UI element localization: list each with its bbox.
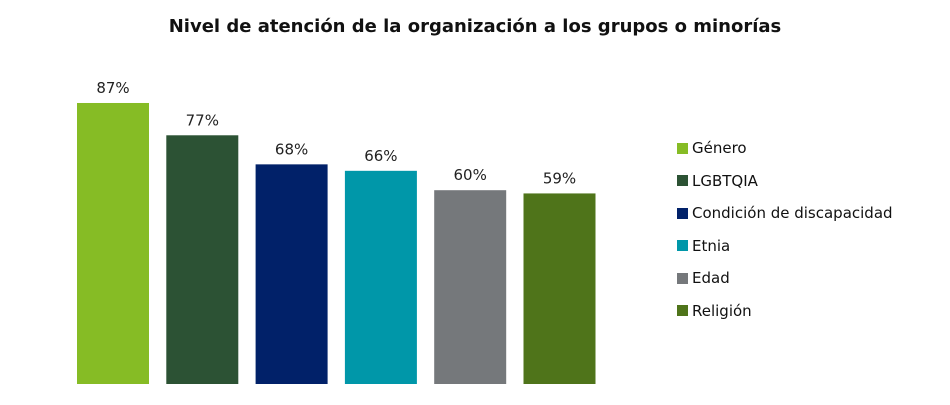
bar-género [77, 102, 149, 385]
legend-label: Etnia [692, 236, 731, 255]
legend-item: Género [677, 132, 893, 165]
legend-item: Religión [677, 295, 893, 328]
data-label: 66% [364, 147, 397, 165]
legend-label: Edad [692, 269, 730, 288]
legend-label: Condición de discapacidad [692, 204, 893, 223]
legend-item: Condición de discapacidad [677, 197, 893, 230]
data-label: 60% [454, 166, 487, 184]
bar-lgbtqia [166, 135, 239, 384]
bar-religión [523, 193, 596, 384]
legend-label: LGBTQIA [692, 171, 758, 190]
legend-item: LGBTQIA [677, 165, 893, 198]
chart-legend: Género LGBTQIA Condición de discapacidad Et… [677, 132, 893, 327]
bar-edad [434, 190, 507, 384]
legend-item: Edad [677, 262, 893, 295]
data-label: 68% [275, 140, 308, 158]
legend-swatch [677, 142, 688, 154]
legend-swatch [677, 305, 688, 317]
legend-swatch [677, 207, 688, 219]
legend-swatch [677, 272, 688, 284]
legend-swatch [677, 240, 688, 252]
data-label: 59% [543, 169, 576, 187]
legend-label: Género [692, 139, 747, 158]
legend-swatch [677, 175, 688, 187]
data-label: 87% [96, 79, 129, 97]
chart-title: Nivel de atención de la organización a l… [168, 16, 782, 37]
legend-item: Etnia [677, 230, 893, 263]
bar-condición-de-discapacidad [255, 164, 328, 384]
bar-etnia [344, 170, 417, 384]
legend-label: Religión [692, 301, 752, 320]
data-label: 77% [186, 111, 219, 129]
